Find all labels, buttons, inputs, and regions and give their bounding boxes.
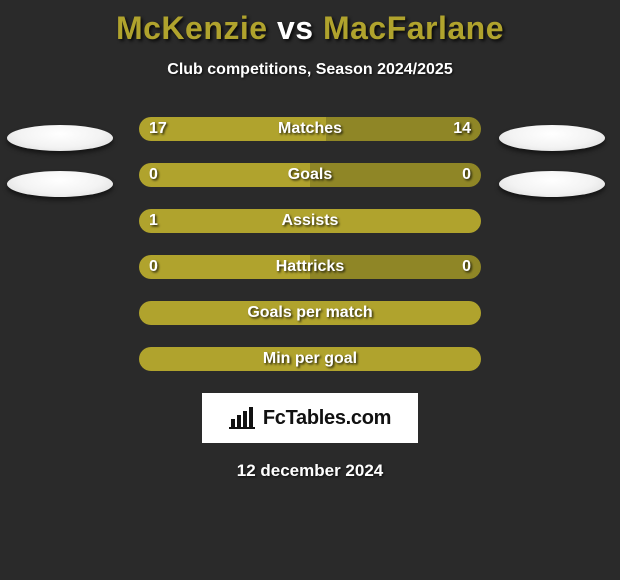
player-ellipse-left [7,125,113,151]
subtitle: Club competitions, Season 2024/2025 [0,61,620,79]
logo-text-rest: Tables.com [286,407,392,429]
stat-track [139,163,481,187]
player-ellipse-right [499,171,605,197]
logo-box: FcTables.com [202,393,418,443]
player-ellipse-right [499,125,605,151]
logo-text-prefix: Fc [263,407,286,429]
stat-track [139,255,481,279]
stat-track [139,347,481,371]
vs-separator: vs [277,10,314,46]
stat-seg-right [310,163,481,187]
stat-seg-left [139,255,310,279]
logo-text: FcTables.com [263,407,391,430]
stat-row: Matches1714 [139,117,481,141]
stat-row: Hattricks00 [139,255,481,279]
stat-seg-left [139,209,481,233]
page-title: McKenzie vs MacFarlane [0,0,620,47]
stat-seg-left [139,163,310,187]
stat-row: Min per goal [139,347,481,371]
player-ellipse-left [7,171,113,197]
player1-name: McKenzie [116,10,268,46]
stat-row: Assists1 [139,209,481,233]
stat-row: Goals per match [139,301,481,325]
stat-track [139,209,481,233]
comparison-rows: Matches1714 Goals00 Assists1 Hattricks00 Goa… [0,117,620,371]
stat-track [139,301,481,325]
stat-seg-left [139,301,481,325]
date-label: 12 december 2024 [0,461,620,481]
stat-seg-right [310,255,481,279]
bars-icon [229,407,257,429]
stat-seg-right [326,117,481,141]
stat-seg-left [139,347,481,371]
stat-track [139,117,481,141]
stat-seg-left [139,117,326,141]
stat-row: Goals00 [139,163,481,187]
player2-name: MacFarlane [323,10,504,46]
